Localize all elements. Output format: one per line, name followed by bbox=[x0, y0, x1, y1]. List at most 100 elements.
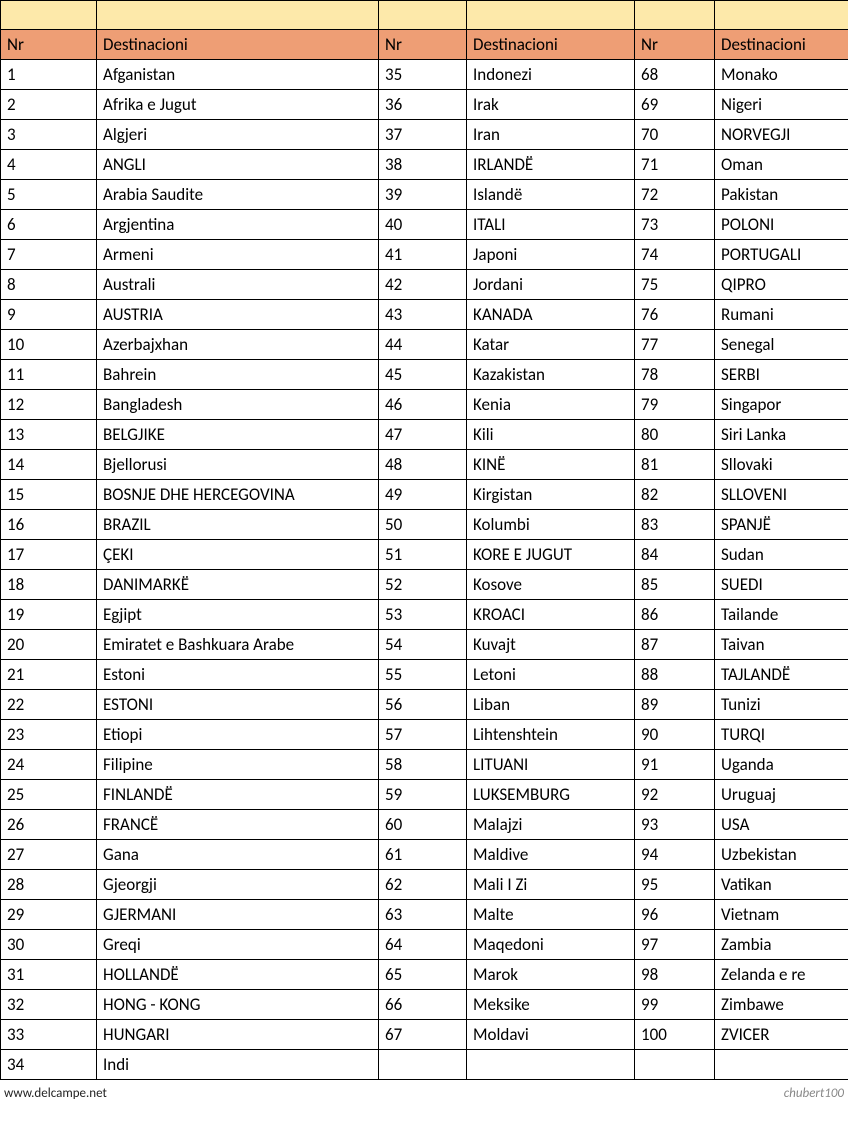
cell-destination: Jordani bbox=[467, 270, 635, 300]
cell-nr: 63 bbox=[379, 900, 467, 930]
cell-destination: KINË bbox=[467, 450, 635, 480]
table-row: 34Indi bbox=[1, 1050, 848, 1080]
cell-destination: QIPRO bbox=[715, 270, 848, 300]
cell-nr: 24 bbox=[1, 750, 97, 780]
cell-nr: 82 bbox=[635, 480, 715, 510]
cell-destination: Malte bbox=[467, 900, 635, 930]
table-row: 28Gjeorgji62Mali I Zi95Vatikan bbox=[1, 870, 848, 900]
cell-destination: BRAZIL bbox=[97, 510, 379, 540]
cell-destination: LITUANI bbox=[467, 750, 635, 780]
table-row: 6Argjentina40ITALI73POLONI bbox=[1, 210, 848, 240]
table-row: 29GJERMANI63Malte96Vietnam bbox=[1, 900, 848, 930]
table-row: 9AUSTRIA43KANADA76Rumani bbox=[1, 300, 848, 330]
table-row: 4ANGLI38IRLANDË71Oman bbox=[1, 150, 848, 180]
cell-destination: Indonezi bbox=[467, 60, 635, 90]
cell-nr: 98 bbox=[635, 960, 715, 990]
cell-nr: 50 bbox=[379, 510, 467, 540]
cell-destination: Bangladesh bbox=[97, 390, 379, 420]
cell-nr: 67 bbox=[379, 1020, 467, 1050]
cell-nr: 35 bbox=[379, 60, 467, 90]
cell-nr: 57 bbox=[379, 720, 467, 750]
cell-destination: HOLLANDË bbox=[97, 960, 379, 990]
cell-nr: 59 bbox=[379, 780, 467, 810]
cell-nr: 2 bbox=[1, 90, 97, 120]
cell-nr: 26 bbox=[1, 810, 97, 840]
cell-nr: 29 bbox=[1, 900, 97, 930]
cell-nr: 78 bbox=[635, 360, 715, 390]
cell-nr bbox=[379, 1050, 467, 1080]
table-row: 27Gana61Maldive94Uzbekistan bbox=[1, 840, 848, 870]
cell-destination: Kili bbox=[467, 420, 635, 450]
table-row: 10Azerbajxhan44Katar77Senegal bbox=[1, 330, 848, 360]
table-row: 32HONG - KONG66Meksike99Zimbawe bbox=[1, 990, 848, 1020]
table-row: 15BOSNJE DHE HERCEGOVINA49Kirgistan82SLL… bbox=[1, 480, 848, 510]
cell-nr: 8 bbox=[1, 270, 97, 300]
cell-nr: 72 bbox=[635, 180, 715, 210]
cell-destination: Estoni bbox=[97, 660, 379, 690]
table-row: 14Bjellorusi48KINË81Sllovaki bbox=[1, 450, 848, 480]
cell-nr: 18 bbox=[1, 570, 97, 600]
cell-nr: 19 bbox=[1, 600, 97, 630]
cell-destination: Uganda bbox=[715, 750, 848, 780]
table-row: 18DANIMARKË52Kosove85SUEDI bbox=[1, 570, 848, 600]
cell-nr: 10 bbox=[1, 330, 97, 360]
cell-destination: ÇEKI bbox=[97, 540, 379, 570]
cell-destination: Maldive bbox=[467, 840, 635, 870]
cell-destination: HONG - KONG bbox=[97, 990, 379, 1020]
cell-destination: GJERMANI bbox=[97, 900, 379, 930]
cell-nr: 25 bbox=[1, 780, 97, 810]
cell-destination: Pakistan bbox=[715, 180, 848, 210]
cell-destination: BOSNJE DHE HERCEGOVINA bbox=[97, 480, 379, 510]
cell-nr: 95 bbox=[635, 870, 715, 900]
header-row: Nr Destinacioni Nr Destinacioni Nr Desti… bbox=[1, 30, 848, 60]
table-row: 2Afrika e Jugut36Irak69Nigeri bbox=[1, 90, 848, 120]
cell-destination: Sllovaki bbox=[715, 450, 848, 480]
cell-nr: 68 bbox=[635, 60, 715, 90]
cell-nr: 42 bbox=[379, 270, 467, 300]
table-row: 19Egjipt53KROACI86Tailande bbox=[1, 600, 848, 630]
cell-destination bbox=[715, 1050, 848, 1080]
cell-nr: 55 bbox=[379, 660, 467, 690]
cell-nr: 17 bbox=[1, 540, 97, 570]
cell-nr: 64 bbox=[379, 930, 467, 960]
cell-destination: Afrika e Jugut bbox=[97, 90, 379, 120]
cell-nr: 5 bbox=[1, 180, 97, 210]
cell-destination: SERBI bbox=[715, 360, 848, 390]
cell-destination: Taivan bbox=[715, 630, 848, 660]
cell-nr: 15 bbox=[1, 480, 97, 510]
table-row: 8Australi42Jordani75QIPRO bbox=[1, 270, 848, 300]
cell-nr: 48 bbox=[379, 450, 467, 480]
cell-nr: 33 bbox=[1, 1020, 97, 1050]
cell-destination: ANGLI bbox=[97, 150, 379, 180]
table-row: 7Armeni41Japoni74PORTUGALI bbox=[1, 240, 848, 270]
cell-nr: 9 bbox=[1, 300, 97, 330]
cell-nr: 73 bbox=[635, 210, 715, 240]
cell-nr: 44 bbox=[379, 330, 467, 360]
cell-nr: 91 bbox=[635, 750, 715, 780]
table-row: 31HOLLANDË65Marok98Zelanda e re bbox=[1, 960, 848, 990]
table-row: 25FINLANDË59LUKSEMBURG92Uruguaj bbox=[1, 780, 848, 810]
footer-watermark: chubert100 bbox=[784, 1086, 844, 1101]
cell-destination: SPANJË bbox=[715, 510, 848, 540]
cell-nr: 49 bbox=[379, 480, 467, 510]
header-nr-1: Nr bbox=[1, 30, 97, 60]
cell-destination: Malajzi bbox=[467, 810, 635, 840]
cell-destination: Katar bbox=[467, 330, 635, 360]
cell-nr: 16 bbox=[1, 510, 97, 540]
cell-destination: FRANCË bbox=[97, 810, 379, 840]
cell-nr: 80 bbox=[635, 420, 715, 450]
cell-destination: DANIMARKË bbox=[97, 570, 379, 600]
cell-destination: Kenia bbox=[467, 390, 635, 420]
table-row: 30Greqi64Maqedoni97Zambia bbox=[1, 930, 848, 960]
cell-nr: 88 bbox=[635, 660, 715, 690]
cell-nr: 90 bbox=[635, 720, 715, 750]
header-dest-3: Destinacioni bbox=[715, 30, 848, 60]
cell-nr: 70 bbox=[635, 120, 715, 150]
cell-destination: Kuvajt bbox=[467, 630, 635, 660]
cell-nr bbox=[635, 1050, 715, 1080]
cell-nr: 11 bbox=[1, 360, 97, 390]
table-row: 20Emiratet e Bashkuara Arabe54Kuvajt87Ta… bbox=[1, 630, 848, 660]
table-row: 24Filipine58LITUANI91Uganda bbox=[1, 750, 848, 780]
cell-nr: 99 bbox=[635, 990, 715, 1020]
destinations-table: Nr Destinacioni Nr Destinacioni Nr Desti… bbox=[0, 0, 848, 1080]
